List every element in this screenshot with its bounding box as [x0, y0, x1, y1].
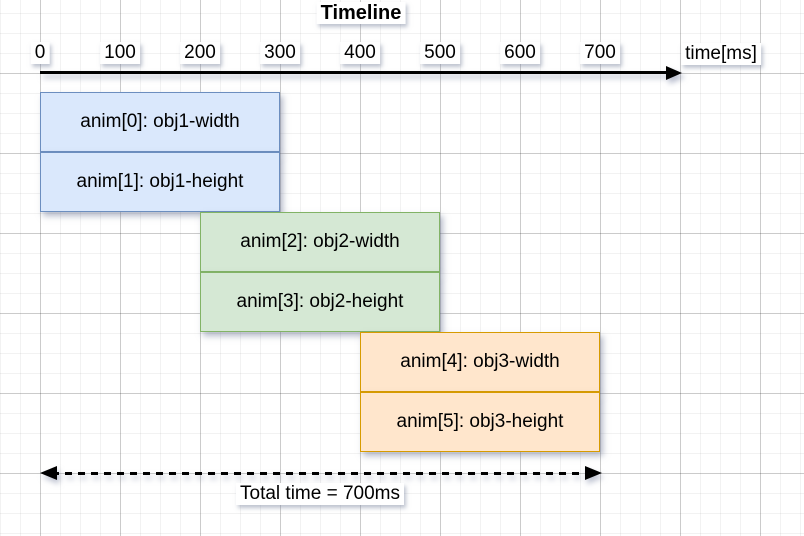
axis-line	[40, 71, 670, 74]
axis-tick-label: 100	[100, 42, 140, 64]
anim-bar: anim[5]: obj3-height	[360, 392, 600, 452]
anim-bar: anim[2]: obj2-width	[200, 212, 440, 272]
anim-bar-label: anim[0]: obj1-width	[80, 111, 240, 132]
anim-bar-label: anim[4]: obj3-width	[400, 351, 560, 372]
arrowhead-right-icon	[585, 466, 602, 480]
axis-tick-label: 600	[500, 42, 540, 64]
axis-arrowhead-icon	[666, 66, 682, 80]
total-time-arrow	[40, 466, 602, 481]
axis-tick-label: 400	[340, 42, 380, 64]
axis-tick-label: 500	[420, 42, 460, 64]
anim-bar-label: anim[2]: obj2-width	[240, 231, 400, 252]
axis-tick-label: 200	[180, 42, 220, 64]
anim-bar-label: anim[3]: obj2-height	[236, 291, 404, 312]
anim-bar-label: anim[1]: obj1-height	[76, 171, 244, 192]
dashed-line	[52, 472, 590, 475]
axis-tick-label: 0	[30, 42, 50, 64]
arrowhead-left-icon	[40, 466, 57, 480]
total-time-label: Total time = 700ms	[236, 483, 404, 505]
axis-tick-label: 700	[580, 42, 620, 64]
axis-unit-label: time[ms]	[681, 43, 761, 65]
anim-bar: anim[0]: obj1-width	[40, 92, 280, 152]
anim-bar: anim[4]: obj3-width	[360, 332, 600, 392]
diagram-title: Timeline	[316, 2, 406, 24]
anim-bar: anim[1]: obj1-height	[40, 152, 280, 212]
axis-tick-label: 300	[260, 42, 300, 64]
anim-bar-label: anim[5]: obj3-height	[396, 411, 564, 432]
anim-bar: anim[3]: obj2-height	[200, 272, 440, 332]
